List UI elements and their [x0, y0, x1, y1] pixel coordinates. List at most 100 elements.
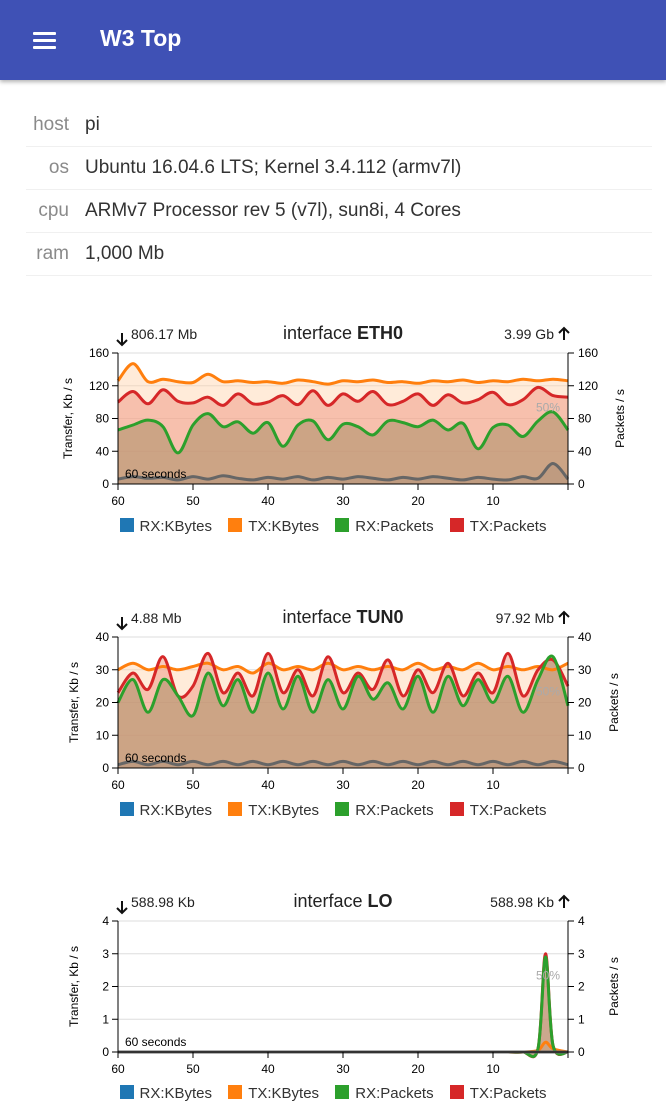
arrow-shape	[558, 610, 570, 624]
legend-item[interactable]: RX:KBytes	[119, 802, 213, 819]
tx-kbytes-series-line	[116, 362, 569, 386]
legend-item[interactable]: RX:Packets	[335, 1085, 434, 1102]
legend-swatch	[449, 518, 464, 532]
y-axis-label-left: Transfer, Kb / s	[61, 378, 75, 459]
legend-swatch	[228, 802, 243, 816]
x-tick-label: 50	[186, 1062, 200, 1076]
percent-label: 50%	[536, 685, 560, 699]
chart-title-name: ETH0	[357, 323, 403, 343]
chart-title: interface TUN0	[282, 607, 403, 627]
info-value: Ubuntu 16.04.6 LTS; Kernel 3.4.112 (armv…	[85, 157, 462, 178]
row-divider	[26, 189, 652, 190]
x-tick-label: 30	[336, 1062, 350, 1076]
info-key: os	[48, 157, 69, 178]
chart-lo: 0 0 1 1 2 2 3 3 4 4 60 50 40 30 20 10 60 seconds 50% Trans…	[0, 884, 666, 1076]
chart-title-name: TUN0	[357, 607, 404, 627]
tx-total: 3.99 Gb	[504, 326, 554, 342]
hamburger-menu-icon[interactable]	[28, 24, 62, 56]
legend-item[interactable]: TX:Packets	[449, 1085, 547, 1102]
arrow-shape	[558, 326, 570, 340]
legend-item[interactable]: TX:KBytes	[228, 518, 319, 535]
legend-item[interactable]: RX:Packets	[335, 802, 434, 819]
y-tick-label-right: 4	[578, 914, 585, 928]
y-tick-label-left: 3	[102, 947, 109, 961]
row-divider	[26, 275, 652, 276]
legend-item[interactable]: RX:KBytes	[119, 518, 213, 535]
y-tick-label-left: 0	[102, 761, 109, 775]
chart-title-prefix: interface	[293, 891, 367, 911]
y-tick-label-left: 40	[96, 444, 110, 458]
legend-swatch	[119, 518, 134, 532]
y-tick-label-left: 80	[96, 412, 110, 426]
x-tick-label: 50	[186, 778, 200, 792]
percent-label: 50%	[536, 969, 560, 983]
rx-packets-series-area	[118, 411, 568, 484]
y-tick-label-right: 40	[578, 630, 592, 644]
legend-item[interactable]: TX:KBytes	[228, 1085, 319, 1102]
legend-swatch	[449, 1085, 464, 1099]
chart-svg: 0 0 10 10 20 20 30 30 40 40 60 50 40 30 20 10 60 seconds…	[67, 607, 621, 792]
y-axis-label-right: Packets / s	[613, 389, 627, 448]
y-tick-label-right: 120	[578, 379, 598, 393]
info-value: ARMv7 Processor rev 5 (v7l), sun8i, 4 Co…	[85, 200, 461, 221]
legend-label: RX:Packets	[355, 802, 434, 819]
legend-item[interactable]: RX:Packets	[335, 518, 434, 535]
legend-label: RX:KBytes	[139, 518, 213, 535]
legend-lo: RX:KBytes TX:KBytes RX:Packets TX:Packet…	[0, 1085, 666, 1102]
rx-packets-series-line	[116, 654, 570, 718]
y-tick-label-left: 4	[102, 914, 109, 928]
x-tick-label: 10	[486, 494, 500, 508]
x-tick-label: 20	[411, 494, 425, 508]
info-row-os: os Ubuntu 16.04.6 LTS; Kernel 3.4.112 (a…	[0, 147, 666, 190]
info-key: ram	[36, 243, 69, 264]
legend-tun0: RX:KBytes TX:KBytes RX:Packets TX:Packet…	[0, 802, 666, 819]
arrow-shape	[558, 894, 570, 908]
legend-item[interactable]: TX:Packets	[449, 518, 547, 535]
y-tick-label-right: 160	[578, 346, 598, 360]
download-arrow-icon	[116, 333, 128, 347]
chart-title: interface ETH0	[283, 323, 403, 343]
legend-item[interactable]: TX:KBytes	[228, 802, 319, 819]
y-tick-label-right: 1	[578, 1012, 585, 1026]
legend-label: TX:Packets	[469, 1085, 547, 1102]
y-tick-label-right: 2	[578, 980, 585, 994]
x-tick-label: 40	[261, 778, 275, 792]
tx-packets-series-line	[116, 651, 570, 699]
legend-eth0: RX:KBytes TX:KBytes RX:Packets TX:Packet…	[0, 518, 666, 535]
legend-swatch	[335, 1085, 350, 1099]
rx-total: 588.98 Kb	[131, 894, 195, 910]
rx-kbytes-series-line	[117, 461, 570, 482]
upload-arrow-icon	[558, 610, 570, 624]
y-tick-label-left: 160	[89, 346, 109, 360]
y-axis-label-left: Transfer, Kb / s	[67, 946, 81, 1027]
legend-swatch	[119, 1085, 134, 1099]
y-axis-label-left: Transfer, Kb / s	[67, 662, 81, 743]
legend-swatch	[228, 1085, 243, 1099]
legend-item[interactable]: TX:Packets	[449, 802, 547, 819]
legend-label: TX:KBytes	[248, 1085, 320, 1102]
download-arrow-icon	[116, 901, 128, 915]
y-tick-label-right: 0	[578, 761, 585, 775]
x-tick-label: 10	[486, 778, 500, 792]
rx-packets-series-line	[117, 410, 570, 455]
x-tick-label: 40	[261, 1062, 275, 1076]
download-arrow-icon	[116, 617, 128, 631]
legend-label: TX:KBytes	[248, 802, 320, 819]
legend-label: TX:Packets	[469, 802, 547, 819]
tx-total: 588.98 Kb	[490, 894, 554, 910]
chart-title-prefix: interface	[283, 323, 357, 343]
legend-label: TX:Packets	[469, 518, 547, 535]
x-tick-label: 30	[336, 778, 350, 792]
y-axis-label-right: Packets / s	[607, 673, 621, 732]
legend-label: RX:KBytes	[139, 802, 213, 819]
rx-kbytes-series-area	[118, 463, 568, 484]
info-key: host	[33, 114, 69, 135]
row-divider	[26, 146, 652, 147]
x-tick-label: 40	[261, 494, 275, 508]
rx-total: 806.17 Mb	[131, 326, 197, 342]
legend-item[interactable]: RX:KBytes	[119, 1085, 212, 1102]
rx-packets-series-area	[118, 656, 568, 768]
y-tick-label-right: 80	[578, 412, 592, 426]
chart-svg: 0 0 1 1 2 2 3 3 4 4 60 50 40 30 20 10 60 seconds 50% Trans…	[67, 891, 621, 1076]
app-title: W3 Top	[100, 25, 182, 51]
